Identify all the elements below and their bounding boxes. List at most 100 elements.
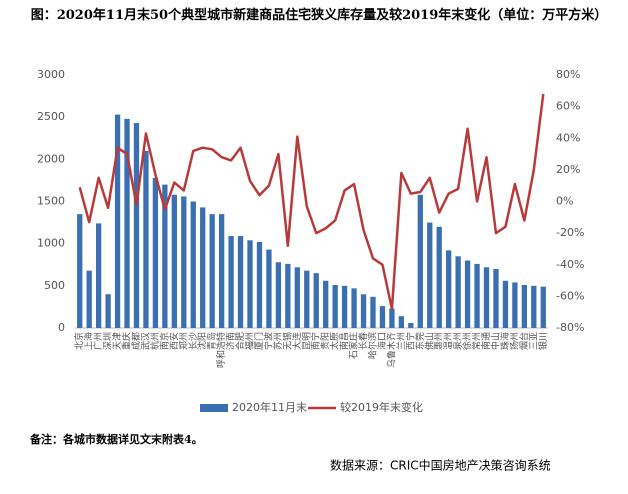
bar — [389, 308, 395, 328]
x-tick-label: 西宁 — [404, 332, 416, 350]
x-tick-label: 东莞 — [414, 332, 426, 350]
y-tick-label: 2500 — [37, 110, 65, 123]
y2-tick-label: 0% — [556, 195, 573, 208]
x-tick-label: 成都 — [130, 332, 142, 350]
bar — [502, 280, 509, 328]
bar — [332, 284, 338, 328]
x-tick-label: 海口 — [376, 332, 388, 350]
x-tick-label: 西安 — [168, 332, 180, 350]
bar — [512, 282, 518, 328]
bar — [237, 236, 244, 328]
x-tick-label: 武汉 — [139, 332, 151, 350]
bar — [77, 214, 83, 328]
bar — [370, 296, 376, 328]
bar — [540, 286, 546, 328]
x-tick-label: 杭州 — [149, 332, 161, 350]
x-tick-label: 深圳 — [103, 332, 114, 350]
x-tick-label: 佛山 — [423, 332, 435, 350]
x-tick-label: 沈阳 — [196, 332, 208, 350]
y2-tick-label: -40% — [556, 258, 584, 271]
x-tick-label: 太原 — [329, 332, 341, 350]
x-tick-label: 三亚 — [528, 332, 539, 350]
bar — [408, 322, 414, 328]
x-tick-label: 乌鲁木齐 — [385, 332, 397, 368]
bar — [275, 262, 282, 328]
x-tick-label: 银川 — [537, 332, 549, 350]
x-tick-label: 郑州 — [177, 332, 189, 350]
x-tick-label: 上海 — [83, 332, 95, 350]
source: 数据来源：CRIC中国房地产决策咨询系统 — [330, 458, 551, 473]
x-tick-label: 南通 — [480, 332, 492, 350]
bar — [162, 184, 168, 328]
bar — [133, 123, 140, 328]
bar — [171, 194, 177, 328]
x-tick-label: 惠州 — [433, 332, 445, 350]
y2-tick-label: 20% — [556, 163, 580, 176]
bar — [521, 284, 527, 328]
y-tick-label: 0 — [58, 321, 65, 334]
bar — [304, 270, 310, 328]
bar — [493, 268, 499, 328]
x-tick-label: 常州 — [471, 332, 483, 350]
bar — [181, 196, 187, 328]
bar — [294, 267, 300, 328]
line — [78, 93, 545, 311]
x-tick-label: 昆明 — [301, 332, 312, 350]
bar — [360, 294, 367, 328]
bar — [464, 260, 471, 328]
x-tick-label: 兰州 — [395, 332, 407, 350]
x-tick-label: 贵阳 — [319, 332, 331, 350]
x-tick-label: 扬州 — [508, 332, 520, 350]
x-tick-label: 呼和浩特 — [215, 332, 227, 368]
bar — [96, 223, 102, 328]
x-tick-label: 苏州 — [272, 332, 284, 350]
bar — [427, 222, 433, 328]
x-tick-label: 石家庄 — [348, 332, 360, 359]
title-box: 图：2020年11月末50个典型城市新建商品住宅狭义库存量及较2019年末变化（… — [30, 8, 608, 23]
x-tick-label: 青岛 — [206, 332, 218, 350]
bar — [152, 177, 159, 328]
x-tick-label: 无锡 — [282, 332, 293, 350]
bar — [247, 240, 253, 328]
y-tick-label: 500 — [44, 279, 65, 292]
bar — [200, 207, 206, 328]
bar — [417, 194, 423, 328]
y-tick-label: 3000 — [37, 68, 65, 81]
x-tick-label: 中山 — [489, 332, 501, 350]
y2-tick-label: 80% — [556, 68, 580, 81]
x-tick-label: 宁波 — [262, 332, 274, 350]
bar — [455, 256, 461, 328]
y2-tick-label: 40% — [556, 131, 580, 144]
bar — [124, 118, 130, 328]
bar — [285, 263, 291, 328]
bar — [86, 270, 92, 328]
bar — [474, 263, 480, 328]
bar — [105, 294, 111, 328]
bar — [114, 114, 121, 329]
x-tick-label: 徐州 — [461, 332, 473, 350]
y-tick-label: 2000 — [37, 152, 65, 165]
bar — [256, 241, 263, 328]
legend-swatch — [200, 404, 228, 412]
x-tick-label: 广州 — [92, 332, 104, 350]
x-tick-label: 珠海 — [499, 332, 511, 350]
bar — [483, 267, 490, 328]
y-tick-label: 1000 — [37, 237, 65, 250]
x-tick-label: 南昌 — [338, 332, 350, 350]
chart-title: 图：2020年11月末50个典型城市新建商品住宅狭义库存量及较2019年末变化（… — [30, 8, 608, 23]
bar — [266, 249, 272, 328]
note: 备注：各城市数据详见文末附表4。 — [29, 432, 203, 446]
x-tick-label: 长沙 — [187, 332, 199, 350]
x-tick-label: 天津 — [112, 332, 123, 350]
x-tick-label: 长春 — [357, 332, 369, 350]
y2-tick-label: -60% — [556, 289, 584, 302]
x-tick-label: 烟台 — [518, 332, 530, 350]
bar — [323, 280, 329, 328]
bar — [351, 288, 357, 328]
x-tick-label: 北京 — [73, 332, 85, 350]
legend-label: 2020年11月末 — [232, 400, 307, 414]
y-tick-label: 1500 — [37, 195, 65, 208]
bar — [313, 273, 319, 328]
x-tick-label: 南宁 — [310, 332, 322, 350]
